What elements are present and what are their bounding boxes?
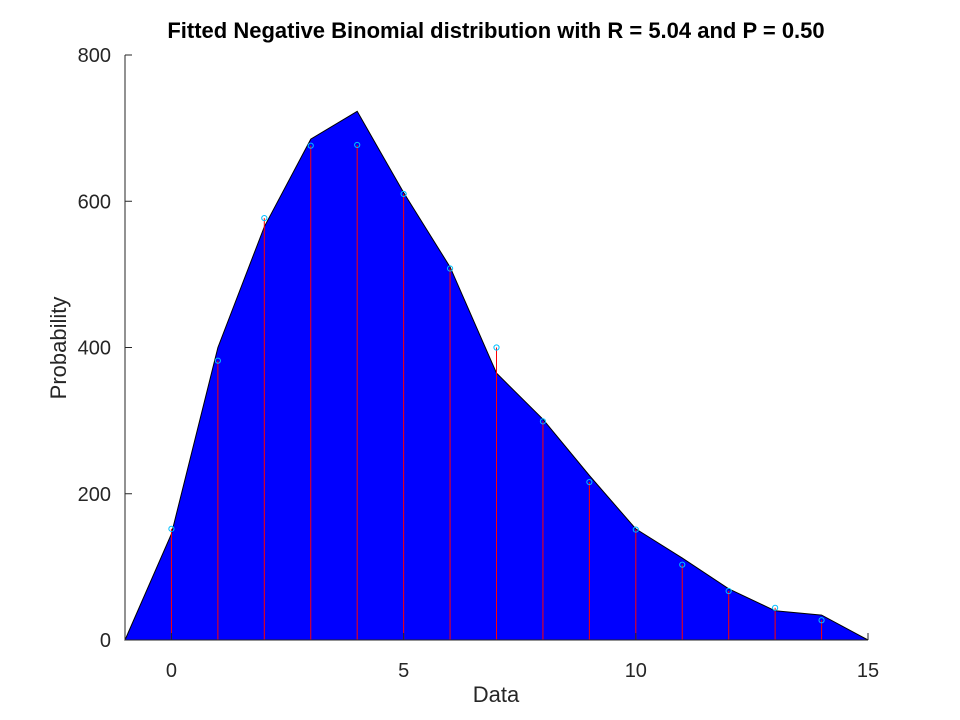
x-tick-label: 0 [166,660,177,682]
y-tick-label: 600 [78,191,111,213]
data-point [354,141,361,149]
data-point [586,478,593,486]
y-tick-label: 0 [100,630,111,652]
stems [170,144,823,640]
data-point [168,525,175,532]
data-point [400,190,407,198]
data-point [214,357,221,364]
markers [168,141,825,624]
x-axis-label: Data [473,682,520,707]
chart-title: Fitted Negative Binomial distribution wi… [167,18,824,43]
data-point [818,617,825,624]
y-ticks: 0 200 400 600 800 [78,45,132,652]
data-point [261,214,268,222]
y-axis-label: Probability [46,297,71,400]
x-tick-label: 15 [857,660,879,682]
data-point [772,604,779,611]
x-ticks: 0 5 10 15 [166,633,879,682]
data-point [446,265,454,272]
data-point [679,561,686,568]
data-point [539,418,547,425]
y-tick-label: 800 [78,45,111,67]
y-tick-label: 400 [78,338,111,360]
x-tick-label: 5 [398,660,409,682]
plot-area [124,110,869,641]
data-point [725,587,732,595]
data-point [632,526,639,533]
x-tick-label: 10 [625,660,647,682]
data-point [307,142,314,149]
data-point [493,344,500,351]
y-tick-label: 200 [78,484,111,506]
